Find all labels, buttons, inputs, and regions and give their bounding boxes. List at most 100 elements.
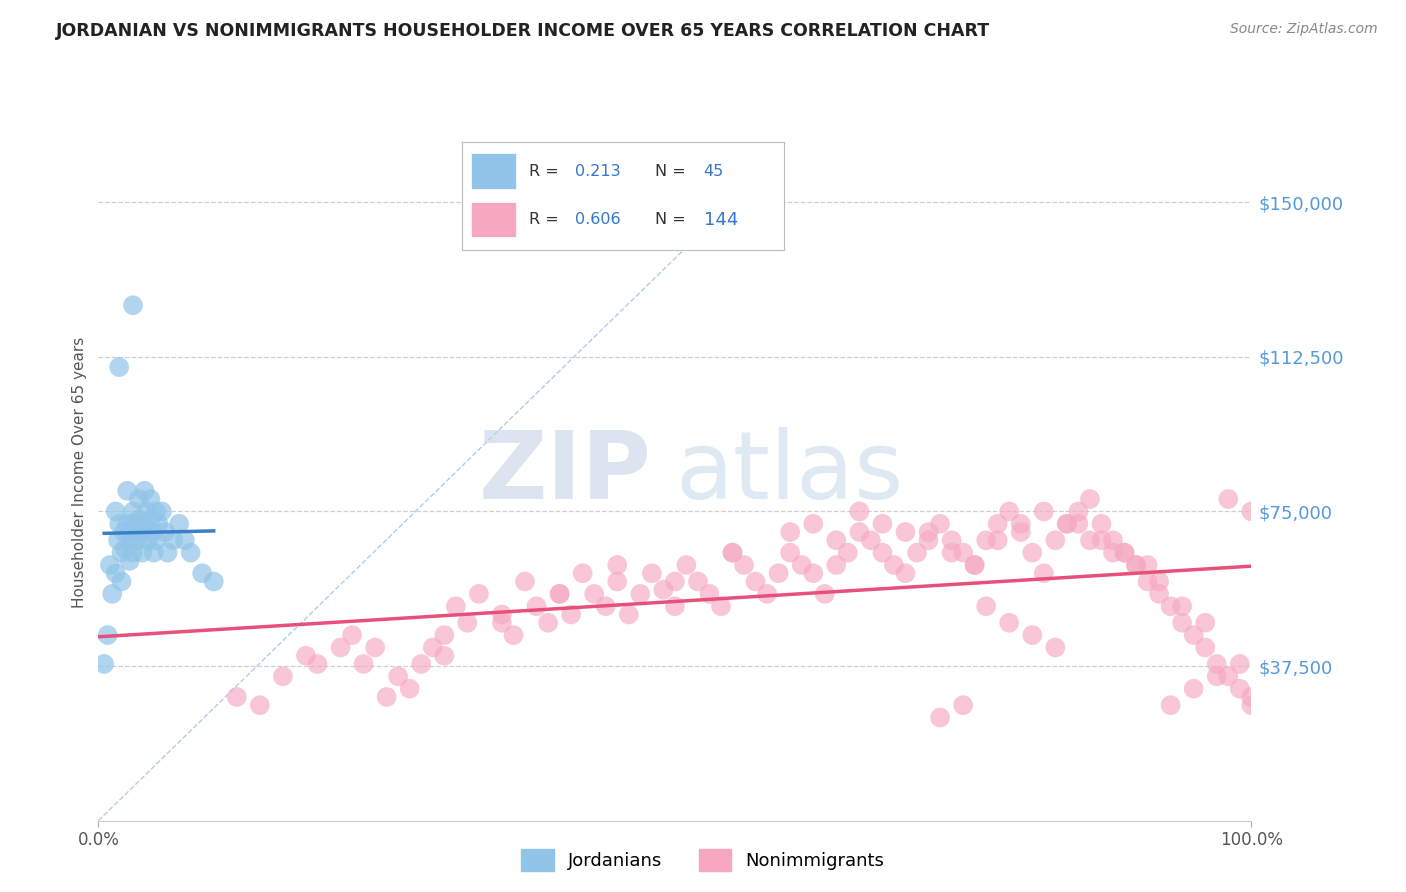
Point bbox=[117, 516, 139, 531]
Point bbox=[664, 574, 686, 589]
Point bbox=[941, 533, 963, 548]
Point bbox=[122, 298, 145, 312]
Point bbox=[814, 587, 837, 601]
Point bbox=[491, 615, 513, 630]
Point bbox=[1205, 657, 1227, 671]
Point bbox=[98, 558, 121, 572]
Point bbox=[756, 587, 779, 601]
Point bbox=[174, 533, 197, 548]
Point bbox=[1194, 615, 1216, 630]
Point bbox=[110, 546, 132, 560]
Point bbox=[1090, 516, 1112, 531]
Point bbox=[1125, 558, 1147, 572]
Point bbox=[1125, 558, 1147, 572]
Point bbox=[1160, 599, 1182, 614]
Point bbox=[606, 558, 628, 572]
Point bbox=[167, 516, 190, 531]
Point bbox=[1067, 516, 1090, 531]
Point bbox=[686, 574, 709, 589]
Point bbox=[108, 360, 131, 375]
Point bbox=[122, 546, 145, 560]
Text: atlas: atlas bbox=[675, 426, 903, 519]
Point bbox=[917, 524, 939, 539]
Point bbox=[468, 587, 491, 601]
Point bbox=[491, 607, 513, 622]
Point bbox=[1078, 491, 1101, 506]
Point bbox=[894, 566, 917, 581]
Point bbox=[974, 599, 997, 614]
Point bbox=[162, 533, 184, 548]
Point bbox=[145, 533, 167, 548]
Point bbox=[225, 690, 247, 704]
Point bbox=[340, 628, 363, 642]
Point bbox=[249, 698, 271, 713]
Point bbox=[883, 558, 905, 572]
Point bbox=[1056, 516, 1078, 531]
Point bbox=[117, 483, 139, 498]
Point bbox=[191, 566, 214, 581]
Point bbox=[1090, 533, 1112, 548]
Point bbox=[790, 558, 813, 572]
Point bbox=[628, 587, 651, 601]
Point bbox=[1045, 533, 1067, 548]
Point bbox=[537, 615, 560, 630]
Point bbox=[112, 524, 135, 539]
Text: ZIP: ZIP bbox=[479, 426, 652, 519]
Point bbox=[139, 491, 162, 506]
Point bbox=[104, 504, 127, 518]
Point bbox=[124, 516, 146, 531]
Point bbox=[1114, 546, 1136, 560]
Point bbox=[952, 546, 974, 560]
Point bbox=[987, 516, 1010, 531]
Point bbox=[93, 657, 115, 671]
Point bbox=[1114, 546, 1136, 560]
Point bbox=[710, 599, 733, 614]
Point bbox=[1032, 504, 1054, 518]
Point bbox=[118, 554, 141, 568]
Point bbox=[422, 640, 444, 655]
Point bbox=[675, 558, 697, 572]
Point bbox=[128, 491, 150, 506]
Point bbox=[180, 546, 202, 560]
Point bbox=[1218, 491, 1240, 506]
Point bbox=[1240, 690, 1263, 704]
Point bbox=[307, 657, 329, 671]
Point bbox=[1021, 546, 1043, 560]
Point bbox=[1171, 599, 1194, 614]
Point bbox=[1136, 558, 1159, 572]
Point bbox=[1045, 640, 1067, 655]
Point bbox=[859, 533, 882, 548]
Point bbox=[998, 504, 1021, 518]
Point bbox=[128, 513, 150, 527]
Point bbox=[156, 546, 179, 560]
Point bbox=[329, 640, 352, 655]
Point bbox=[548, 587, 571, 601]
Point bbox=[122, 524, 145, 539]
Point bbox=[120, 533, 142, 548]
Point bbox=[929, 710, 952, 724]
Point bbox=[526, 599, 548, 614]
Point bbox=[894, 524, 917, 539]
Point bbox=[963, 558, 986, 572]
Point bbox=[433, 648, 456, 663]
Point bbox=[779, 524, 801, 539]
Point bbox=[97, 628, 120, 642]
Point bbox=[1102, 546, 1125, 560]
Point bbox=[1067, 504, 1090, 518]
Point bbox=[905, 546, 928, 560]
Point bbox=[375, 690, 398, 704]
Point bbox=[1147, 587, 1170, 601]
Point bbox=[135, 504, 157, 518]
Point bbox=[825, 558, 848, 572]
Point bbox=[145, 504, 167, 518]
Point bbox=[560, 607, 582, 622]
Point bbox=[456, 615, 478, 630]
Point bbox=[125, 533, 148, 548]
Point bbox=[779, 546, 801, 560]
Point bbox=[606, 574, 628, 589]
Point bbox=[699, 587, 721, 601]
Point bbox=[1240, 504, 1263, 518]
Point bbox=[987, 533, 1010, 548]
Point bbox=[122, 504, 145, 518]
Point bbox=[104, 566, 127, 581]
